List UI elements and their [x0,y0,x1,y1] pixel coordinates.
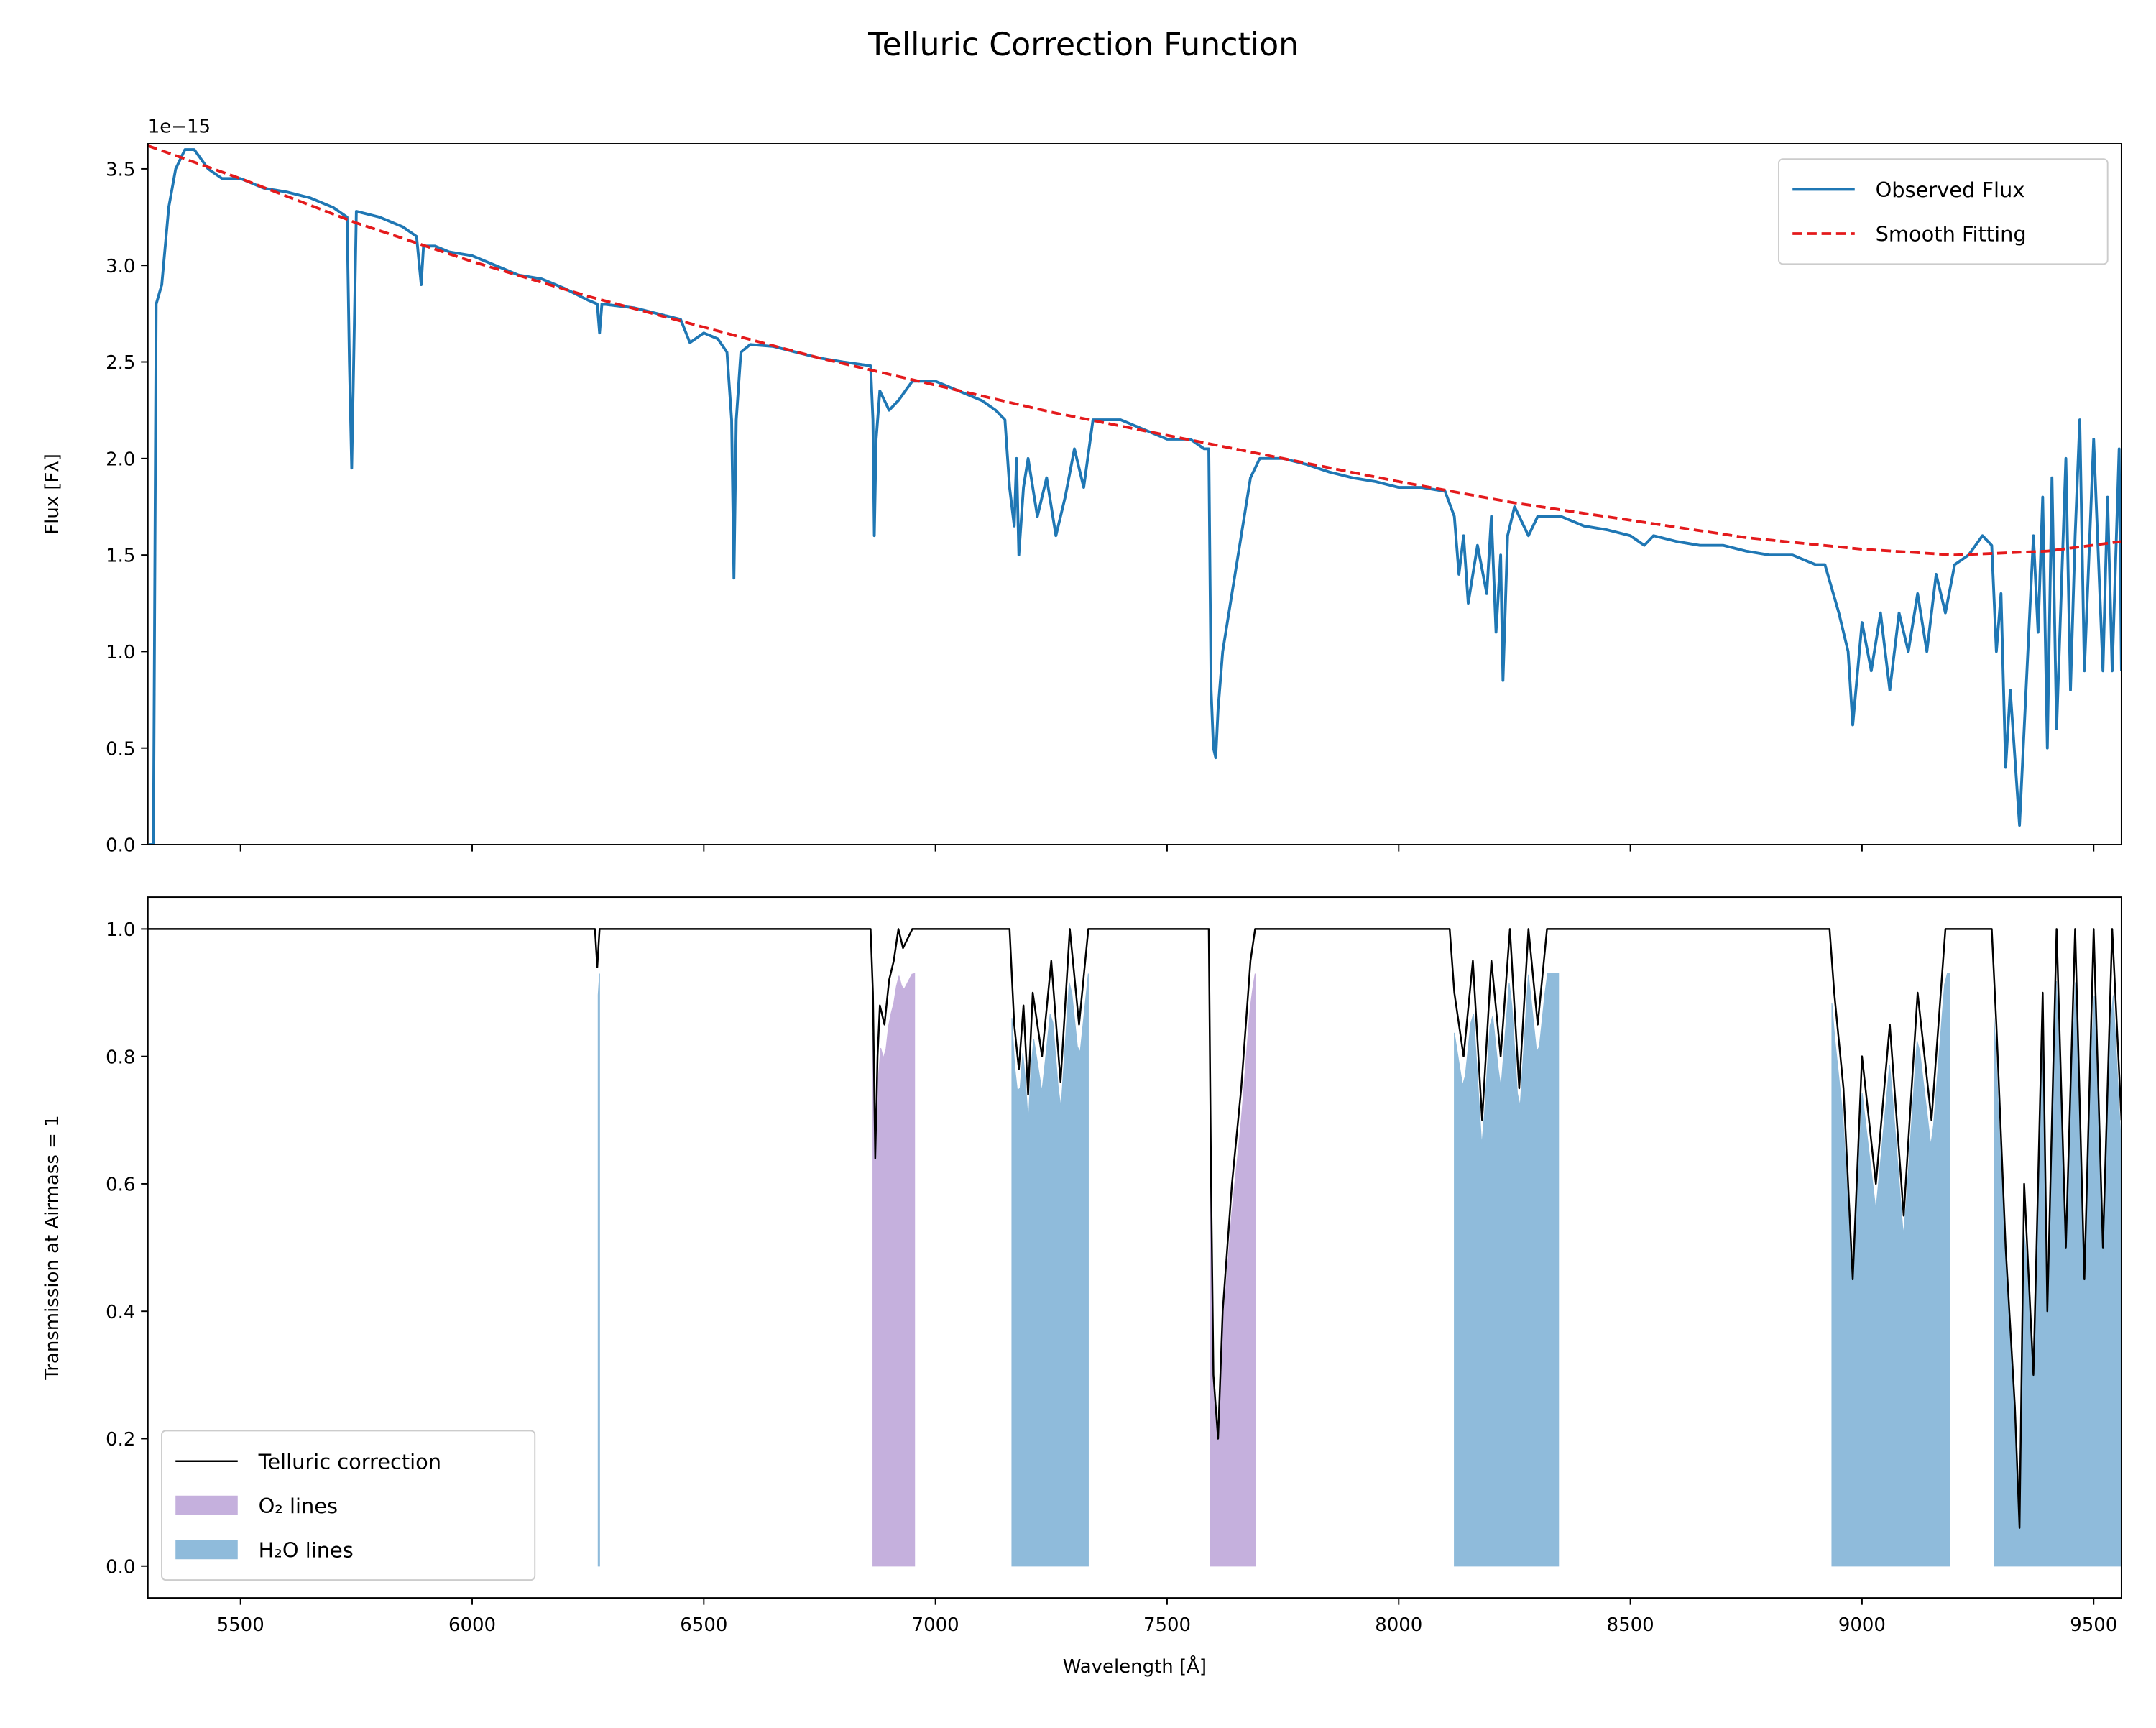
x-tick-label: 7000 [912,1614,959,1636]
band [872,973,916,1567]
x-tick-label: 8000 [1375,1614,1422,1636]
y-tick-label: 0.5 [106,738,135,760]
legend-label: Observed Flux [1876,178,2025,202]
y-tick-label: 0.2 [106,1429,135,1451]
x-tick-label: 9000 [1838,1614,1886,1636]
y-tick-label: 0.8 [106,1047,135,1068]
y-tick-label: 0.0 [106,835,135,857]
y-tick-label: 1.5 [106,546,135,567]
band [1454,973,1560,1567]
x-tick-label: 9500 [2070,1614,2117,1636]
legend-label: O₂ lines [259,1494,338,1518]
band [1994,980,2122,1567]
plot-area [147,928,2122,1567]
y-axis-label: Flux [Fλ] [42,454,63,535]
series-line [147,928,2122,1529]
y-tick-label: 0.6 [106,1175,135,1196]
y-tick-label: 2.0 [106,449,135,470]
legend-label: Smooth Fitting [1876,222,2027,247]
x-tick-label: 6500 [680,1614,727,1636]
legend-label: H₂O lines [259,1538,354,1562]
legend: Telluric correction O₂ lines H₂O lines [161,1430,536,1581]
y-tick-label: 3.5 [106,160,135,181]
legend-label: Telluric correction [258,1449,441,1474]
x-tick-label: 5500 [217,1614,264,1636]
x-tick-label: 7500 [1143,1614,1191,1636]
band [597,973,600,1567]
legend: Observed Flux Smooth Fitting [1778,158,2109,265]
y-tick-label: 3.0 [106,256,135,277]
legend-box [161,1430,536,1581]
band [1210,973,1256,1567]
axes-frame [147,143,2122,845]
y-offset-label: 1e−15 [148,116,211,138]
legend-box [1778,158,2109,265]
y-tick-label: 1.0 [106,919,135,941]
x-axis-label: Wavelength [Å] [1063,1655,1207,1678]
axes-frame [147,896,2122,1599]
y-tick-label: 2.5 [106,352,135,374]
band [1011,973,1089,1567]
x-tick-label: 6000 [448,1614,496,1636]
y-tick-label: 0.4 [106,1302,135,1323]
figure-title: Telluric Correction Function [867,27,1299,63]
legend-swatch [175,1495,238,1515]
y-axis-label: Transmission at Airmass = 1 [42,1115,63,1380]
legend-swatch [175,1540,238,1560]
y-tick-label: 1.0 [106,642,135,663]
plot-area [147,144,2122,845]
band [1831,973,1950,1567]
y-tick-label: 0.0 [106,1556,135,1578]
series-line [149,148,2122,845]
series-line [147,144,2122,557]
x-tick-label: 8500 [1607,1614,1654,1636]
